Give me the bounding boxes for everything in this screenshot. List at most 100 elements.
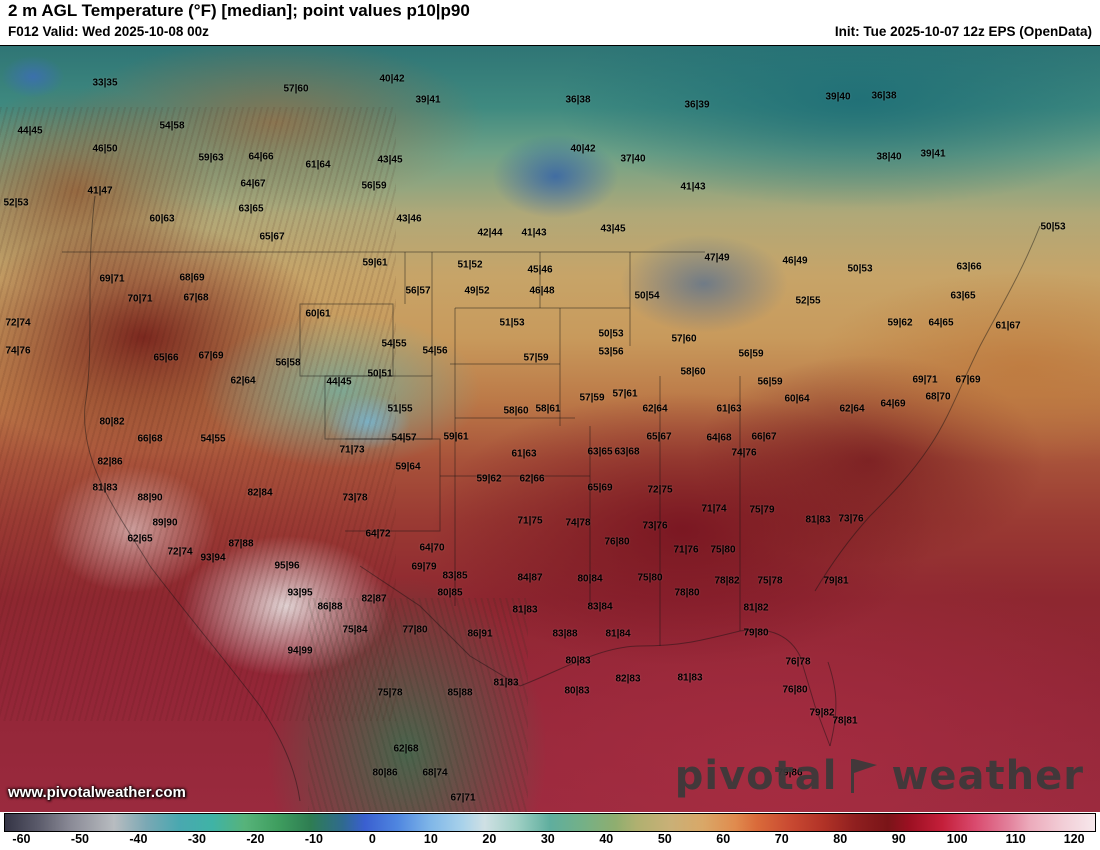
- point-value-label: 82|87: [361, 593, 387, 605]
- point-value-label: 57|60: [671, 333, 697, 345]
- point-value-label: 41|43: [680, 181, 706, 193]
- colorbar-gradient: [4, 813, 1096, 832]
- point-value-label: 67|71: [450, 792, 476, 804]
- point-value-label: 57|61: [612, 388, 638, 400]
- point-value-label: 41|47: [87, 185, 113, 197]
- point-value-label: 33|35: [92, 77, 118, 89]
- point-value-label: 88|90: [137, 492, 163, 504]
- point-value-label: 81|84: [605, 628, 631, 640]
- point-value-label: 63|66: [956, 261, 982, 273]
- point-value-label: 67|69: [198, 350, 224, 362]
- point-value-label: 87|88: [228, 538, 254, 550]
- point-value-label: 43|45: [600, 223, 626, 235]
- point-value-label: 43|46: [396, 213, 422, 225]
- pivotal-weather-logo: pivotal weather: [675, 753, 1084, 799]
- colorbar-tick-100: 100: [946, 832, 968, 846]
- point-value-label: 64|72: [365, 528, 391, 540]
- point-value-label: 78|81: [832, 715, 858, 727]
- colorbar-tick--50: -50: [70, 832, 89, 846]
- point-value-label: 69|71: [912, 374, 938, 386]
- temperature-map[interactable]: 33|35 57|60 40|42 39|41 36|38 36|39 39|40 36|38…: [0, 45, 1100, 814]
- point-value-label: 73|78: [342, 492, 368, 504]
- colorbar-tick--60: -60: [12, 832, 31, 846]
- point-value-label: 50|51: [367, 368, 393, 380]
- point-value-label: 86|88: [317, 601, 343, 613]
- point-value-label: 62|66: [519, 473, 545, 485]
- point-value-label: 51|53: [499, 317, 525, 329]
- point-value-label: 93|95: [287, 587, 313, 599]
- point-value-label: 75|78: [757, 575, 783, 587]
- colorbar-strip: -60 -50 -40 -30 -20 -10 0 10 20 30 40 50 60 70 80 90 100…: [0, 812, 1100, 850]
- point-value-label: 50|53: [1040, 221, 1066, 233]
- point-value-label: 82|86: [97, 456, 123, 468]
- colorbar-tick-80: 80: [833, 832, 848, 846]
- point-value-label: 44|45: [17, 125, 43, 137]
- point-value-label: 82|84: [247, 487, 273, 499]
- point-value-label: 50|54: [634, 290, 660, 302]
- point-value-label: 75|84: [342, 624, 368, 636]
- point-value-label: 65|67: [259, 231, 285, 243]
- point-value-label: 75|80: [710, 544, 736, 556]
- colorbar-tick-90: 90: [891, 832, 906, 846]
- point-value-label: 65|67: [646, 431, 672, 443]
- point-value-label: 75|79: [749, 504, 775, 516]
- point-value-label: 83|85: [442, 570, 468, 582]
- point-value-label: 79|86: [777, 767, 803, 779]
- point-value-label: 51|55: [387, 403, 413, 415]
- point-value-label: 79|80: [743, 627, 769, 639]
- point-value-label: 47|49: [704, 252, 730, 264]
- point-value-label: 56|57: [405, 285, 431, 297]
- point-value-label: 56|58: [275, 357, 301, 369]
- point-value-label: 56|59: [738, 348, 764, 360]
- point-value-label: 63|68: [614, 446, 640, 458]
- point-value-label: 95|96: [274, 560, 300, 572]
- point-value-label: 60|64: [784, 393, 810, 405]
- point-value-label: 61|63: [511, 448, 537, 460]
- point-value-label: 46|48: [529, 285, 555, 297]
- point-value-label: 54|55: [381, 338, 407, 350]
- point-value-label: 36|38: [871, 90, 897, 102]
- point-value-label: 66|68: [137, 433, 163, 445]
- point-value-label: 62|64: [230, 375, 256, 387]
- point-value-label: 40|42: [379, 73, 405, 85]
- point-value-label: 71|75: [517, 515, 543, 527]
- point-value-label: 93|94: [200, 552, 226, 564]
- point-value-label: 89|90: [152, 517, 178, 529]
- point-value-label: 45|46: [527, 264, 553, 276]
- point-value-label: 54|57: [391, 432, 417, 444]
- terrain-texture-west: [0, 107, 396, 721]
- colorbar-tick-0: 0: [368, 832, 376, 846]
- colorbar-tick--30: -30: [187, 832, 206, 846]
- point-value-label: 37|40: [620, 153, 646, 165]
- point-value-label: 52|53: [3, 197, 29, 209]
- point-value-label: 61|63: [716, 403, 742, 415]
- point-value-label: 81|83: [805, 514, 831, 526]
- map-title: 2 m AGL Temperature (°F) [median]; point…: [8, 1, 470, 20]
- point-value-label: 60|63: [149, 213, 175, 225]
- title-bar: 2 m AGL Temperature (°F) [median]; point…: [0, 0, 1100, 45]
- point-value-label: 65|66: [153, 352, 179, 364]
- point-value-label: 59|64: [395, 461, 421, 473]
- point-value-label: 59|62: [476, 473, 502, 485]
- init-time-label: Init: Tue 2025-10-07 12z EPS (OpenData): [834, 24, 1092, 39]
- point-value-label: 59|61: [443, 431, 469, 443]
- point-value-label: 66|67: [751, 431, 777, 443]
- point-value-label: 50|53: [847, 263, 873, 275]
- point-value-label: 71|73: [339, 444, 365, 456]
- point-value-label: 80|82: [99, 416, 125, 428]
- point-value-label: 68|69: [179, 272, 205, 284]
- point-value-label: 64|69: [880, 398, 906, 410]
- point-value-label: 58|60: [680, 366, 706, 378]
- point-value-label: 41|43: [521, 227, 547, 239]
- point-value-label: 72|75: [647, 484, 673, 496]
- point-value-label: 52|55: [795, 295, 821, 307]
- point-value-label: 81|83: [677, 672, 703, 684]
- point-value-label: 62|68: [393, 743, 419, 755]
- point-value-label: 63|65: [587, 446, 613, 458]
- point-value-label: 44|45: [326, 376, 352, 388]
- colorbar-tick-labels: -60 -50 -40 -30 -20 -10 0 10 20 30 40 50 60 70 80 90 100…: [4, 832, 1096, 849]
- point-value-label: 39|40: [825, 91, 851, 103]
- point-value-label: 72|74: [167, 546, 193, 558]
- point-value-label: 83|88: [552, 628, 578, 640]
- colorbar-tick--40: -40: [129, 832, 148, 846]
